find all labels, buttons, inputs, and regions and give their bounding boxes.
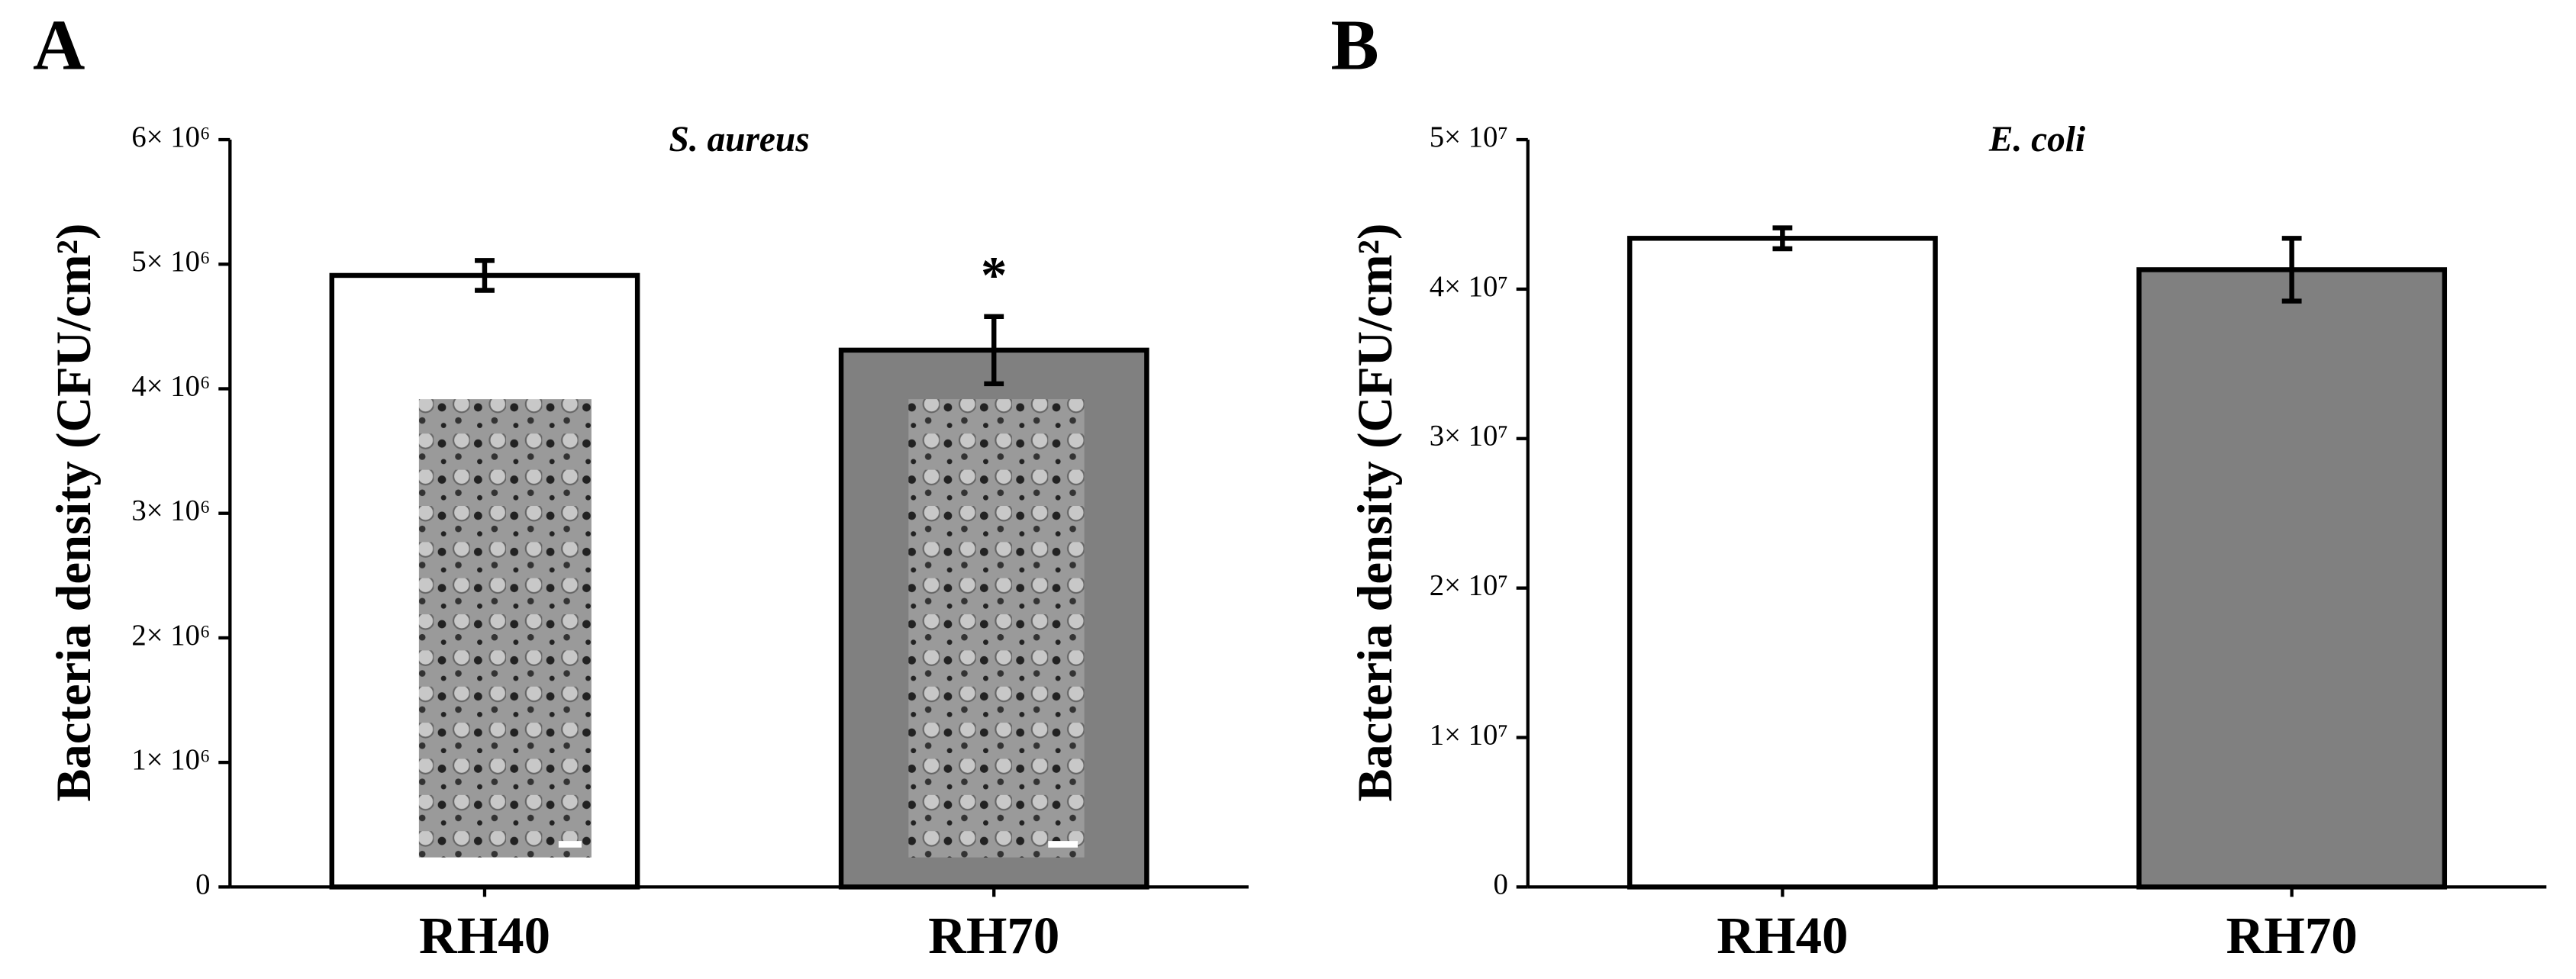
y-tick-label: 6× 10⁶ [131,121,210,153]
x-tick-label: RH40 [419,907,550,965]
x-tick-label: RH70 [2226,907,2358,965]
y-axis-label: Bacteria density (CFU/cm²) [46,224,101,802]
overlays: A S. aureus Bacteria density (CFU/cm²) 0 1× … [33,6,2547,965]
y-tick-label: 3× 10⁶ [131,494,210,527]
y-tick-label: 5× 10⁷ [1430,121,1508,153]
scale-bar [1048,841,1078,848]
y-tick-label: 4× 10⁶ [131,369,210,402]
y-axis-label: Bacteria density (CFU/cm²) [1347,224,1402,802]
bar [2136,267,2448,890]
y-tick-label: 4× 10⁷ [1430,270,1508,303]
y-tick-label: 1× 10⁶ [131,743,210,776]
sem-image [908,399,1085,858]
error-bar [2281,236,2302,304]
x-tick-label: RH40 [1717,907,1848,965]
y-tick-label: 2× 10⁷ [1430,569,1508,602]
chart-title: S. aureus [669,120,809,159]
error-bar [1772,225,1793,252]
y-tick-label: 0 [195,868,210,900]
significance-mark: * [981,246,1007,304]
scale-bar [558,841,582,848]
chart-title: E. coli [1988,120,2085,159]
panel-label: B [1330,6,1378,85]
y-tick-label: 2× 10⁶ [131,619,210,652]
y-tick-label: 0 [1494,868,1508,900]
sem-image [418,399,592,858]
panel-label: A [33,6,85,85]
y-tick-label: 5× 10⁶ [131,245,210,278]
error-bar [984,314,1004,387]
y-tick-label: 3× 10⁷ [1430,420,1508,452]
y-tick-label: 1× 10⁷ [1430,718,1508,751]
error-bar [475,258,495,293]
x-tick-label: RH70 [928,907,1059,965]
bar [1627,236,1938,890]
